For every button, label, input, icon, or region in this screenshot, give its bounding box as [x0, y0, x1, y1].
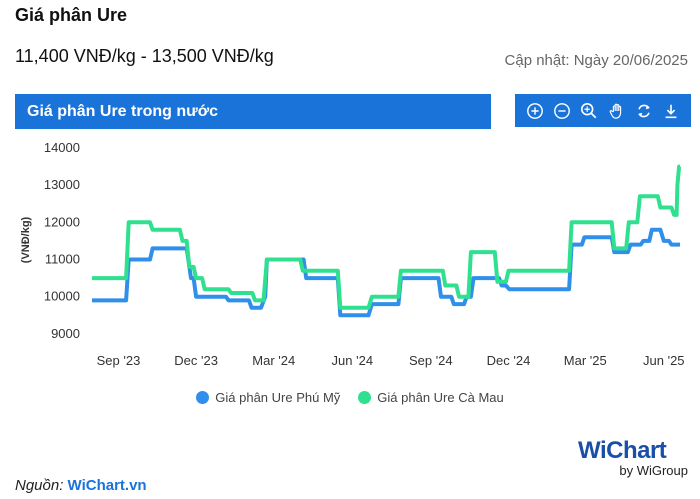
updated-date: Cập nhật: Ngày 20/06/2025 — [504, 52, 688, 69]
source-line: Nguồn: WiChart.vn — [15, 477, 147, 494]
legend-item-ca-mau[interactable]: Giá phân Ure Cà Mau — [358, 390, 504, 405]
legend-dot-ca-mau — [358, 391, 372, 404]
x-tick-label: Dec '24 — [487, 353, 531, 368]
line-chart: (VNĐ/kg) 14000 13000 12000 11000 10000 9000 S… — [20, 140, 685, 368]
x-tick-label: Mar '24 — [252, 353, 295, 368]
y-tick-label: 12000 — [44, 214, 80, 229]
source-link[interactable]: WiChart.vn — [67, 477, 147, 494]
y-axis-label: (VNĐ/kg) — [20, 216, 32, 263]
x-tick-label: Sep '23 — [97, 353, 141, 368]
page-title: Giá phân Ure — [15, 5, 128, 25]
y-tick-label: 10000 — [44, 289, 80, 304]
chart-toolbar — [515, 94, 691, 127]
logo-main-text: WiChart — [578, 437, 667, 464]
wichart-logo: WiChart by WiGroup — [578, 437, 688, 492]
x-tick-label: Jun '25 — [643, 353, 685, 368]
pan-hand-icon — [609, 103, 621, 119]
logo-sub-text: by WiGroup — [619, 463, 688, 478]
y-tick-label: 13000 — [44, 177, 80, 192]
series-line-phu-my[interactable] — [92, 227, 680, 318]
pan-button[interactable] — [606, 100, 628, 122]
legend-dot-phu-my — [196, 391, 210, 404]
reset-icon — [638, 104, 650, 117]
chart-title-bar: Giá phân Ure trong nước — [15, 94, 491, 129]
legend-item-phu-my[interactable]: Giá phân Ure Phú Mỹ — [196, 390, 340, 405]
legend-label-phu-my: Giá phân Ure Phú Mỹ — [215, 390, 341, 405]
zoom-out-button[interactable] — [551, 100, 573, 122]
y-tick-label: 9000 — [51, 326, 80, 341]
download-icon — [665, 104, 677, 118]
x-tick-label: Mar '25 — [564, 353, 607, 368]
source-label: Nguồn: — [15, 477, 64, 494]
download-button[interactable] — [660, 100, 682, 122]
chart-legend: Giá phân Ure Phú Mỹ Giá phân Ure Cà Mau — [0, 390, 700, 405]
price-range: 11,400 VNĐ/kg - 13,500 VNĐ/kg — [15, 46, 274, 66]
y-tick-label: 11000 — [45, 252, 80, 267]
legend-label-ca-mau: Giá phân Ure Cà Mau — [377, 390, 504, 405]
zoom-in-button[interactable] — [524, 100, 546, 122]
zoom-in-icon — [526, 102, 543, 119]
x-tick-label: Jun '24 — [332, 353, 374, 368]
series-line-ca-mau[interactable] — [92, 164, 682, 310]
y-tick-label: 14000 — [44, 140, 80, 155]
reset-button[interactable] — [633, 100, 655, 122]
chart-title: Giá phân Ure trong nước — [27, 102, 218, 120]
magnify-icon — [581, 102, 597, 118]
magnify-button[interactable] — [578, 100, 600, 122]
x-tick-label: Dec '23 — [174, 353, 218, 368]
zoom-out-icon — [554, 102, 570, 119]
x-tick-label: Sep '24 — [409, 353, 453, 368]
